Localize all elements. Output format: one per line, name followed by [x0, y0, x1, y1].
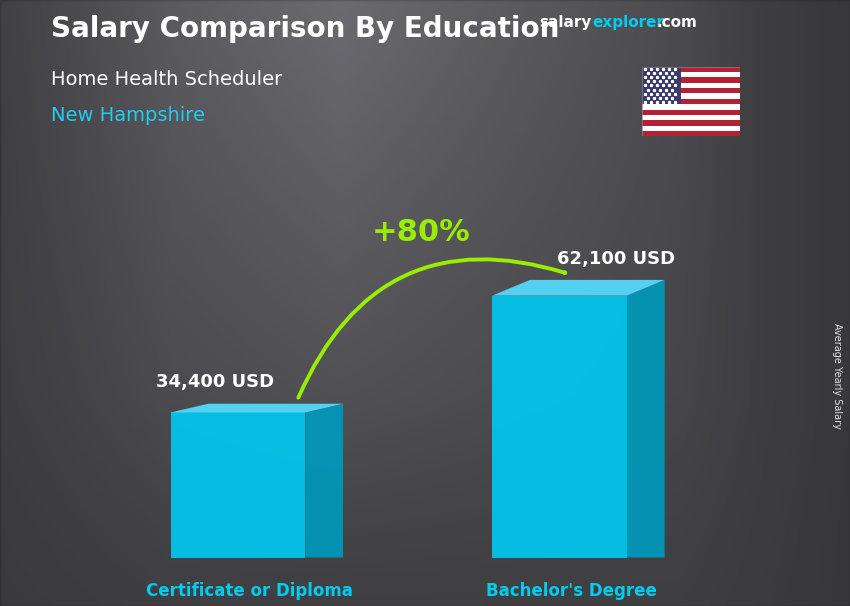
Bar: [642, 120, 740, 125]
Text: Home Health Scheduler: Home Health Scheduler: [51, 70, 282, 88]
Bar: [642, 88, 740, 93]
Bar: [642, 104, 740, 110]
Bar: [642, 131, 740, 136]
Polygon shape: [627, 280, 665, 558]
Polygon shape: [492, 280, 665, 296]
Text: Salary Comparison By Education: Salary Comparison By Education: [51, 15, 559, 43]
Text: salary: salary: [540, 15, 592, 30]
Polygon shape: [492, 296, 627, 558]
Text: .com: .com: [656, 15, 697, 30]
Text: Average Yearly Salary: Average Yearly Salary: [832, 323, 842, 428]
Bar: [642, 83, 740, 88]
Text: 62,100 USD: 62,100 USD: [557, 250, 675, 268]
Text: Certificate or Diploma: Certificate or Diploma: [146, 582, 353, 600]
Bar: [642, 93, 740, 99]
Text: 34,400 USD: 34,400 USD: [156, 373, 275, 391]
Text: Bachelor's Degree: Bachelor's Degree: [485, 582, 656, 600]
Bar: [642, 72, 740, 78]
Text: New Hampshire: New Hampshire: [51, 106, 205, 125]
Text: +80%: +80%: [372, 218, 471, 247]
Bar: [642, 99, 740, 104]
Bar: [642, 110, 740, 115]
Bar: [642, 67, 681, 104]
Polygon shape: [305, 404, 343, 558]
Bar: [642, 78, 740, 83]
Bar: [642, 115, 740, 120]
Text: explorer: explorer: [592, 15, 665, 30]
Bar: [642, 125, 740, 131]
Bar: [642, 67, 740, 72]
Polygon shape: [171, 413, 305, 558]
Polygon shape: [171, 404, 343, 413]
FancyArrowPatch shape: [298, 259, 565, 398]
